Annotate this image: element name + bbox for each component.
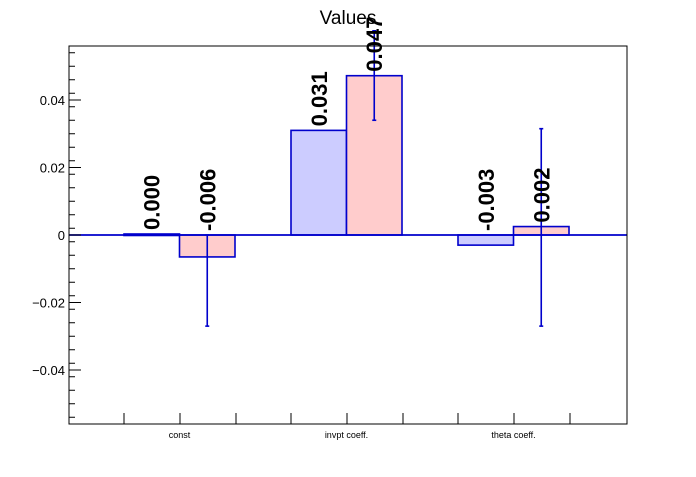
y-tick-label: 0.02 [40,161,65,176]
x-tick-label: theta coeff. [491,430,535,440]
y-tick-label: 0 [58,228,65,243]
y-tick-label: −0.02 [32,296,65,311]
y-tick-label: −0.04 [32,363,65,378]
chart-title: Values [320,8,377,29]
data-label: 0.002 [529,168,554,223]
data-label: 0.000 [140,175,165,230]
data-label: 0.047 [362,17,387,72]
x-tick-label: const [169,430,191,440]
data-label: 0.031 [307,71,332,126]
bar-theta-coeff--s1 [457,234,515,246]
y-tick-label: 0.04 [40,93,65,108]
x-tick-label: invpt coeff. [325,430,368,440]
data-label: -0.003 [474,169,499,231]
bar-invpt-coeff--s1 [290,129,348,236]
data-label: -0.006 [195,169,220,231]
